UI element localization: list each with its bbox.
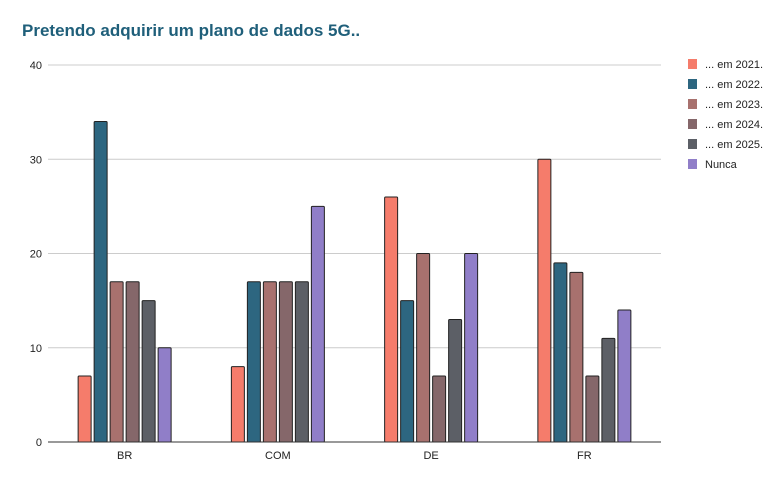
- bar: [537, 158, 552, 443]
- legend-label: ... em 2021.: [705, 59, 763, 71]
- y-tick-label: 10: [30, 343, 42, 355]
- bar: [432, 375, 447, 443]
- x-tick-label: DE: [423, 450, 438, 462]
- bars: [77, 121, 632, 443]
- bar: [553, 262, 568, 443]
- bar: [93, 121, 108, 443]
- legend-label: ... em 2024.: [705, 119, 763, 131]
- x-tick-label: FR: [577, 450, 592, 462]
- bar: [77, 375, 92, 443]
- legend-label: ... em 2023.: [705, 99, 763, 111]
- legend-swatch: [688, 59, 697, 69]
- bar: [109, 281, 124, 443]
- bar: [464, 253, 479, 443]
- bar: [601, 337, 616, 443]
- bar: [400, 300, 415, 443]
- y-tick-label: 0: [36, 437, 42, 449]
- bar: [157, 347, 172, 443]
- legend-swatch: [688, 79, 697, 89]
- legend-swatch: [688, 119, 697, 129]
- x-tick-label: BR: [117, 450, 132, 462]
- chart-title: Pretendo adquirir um plano de dados 5G..: [22, 21, 361, 40]
- bar: [384, 196, 399, 443]
- gridlines: [48, 64, 661, 349]
- legend-label: ... em 2025.: [705, 139, 763, 151]
- bar: [585, 375, 600, 443]
- bar: [125, 281, 140, 443]
- legend-label: ... em 2022.: [705, 79, 763, 91]
- bar: [448, 318, 463, 443]
- x-tick-label: COM: [265, 450, 291, 462]
- x-axis: BR COM DE FR: [48, 441, 661, 462]
- legend-swatch: [688, 99, 697, 109]
- legend-swatch: [688, 159, 697, 169]
- bar: [230, 366, 245, 443]
- bar: [294, 281, 309, 443]
- bar: [617, 309, 632, 443]
- bar: [141, 300, 156, 443]
- y-tick-label: 20: [30, 249, 42, 261]
- legend-swatch: [688, 139, 697, 149]
- bar: [310, 205, 325, 443]
- bar: [416, 253, 431, 443]
- legend: ... em 2021. ... em 2022. ... em 2023. ... …: [688, 59, 763, 171]
- bar: [278, 281, 293, 443]
- y-axis: 0 10 20 30 40: [30, 60, 42, 449]
- y-tick-label: 40: [30, 60, 42, 72]
- bar: [262, 281, 277, 443]
- bar: [569, 271, 584, 443]
- legend-label: Nunca: [705, 159, 738, 171]
- y-tick-label: 30: [30, 154, 42, 166]
- bar: [246, 281, 261, 443]
